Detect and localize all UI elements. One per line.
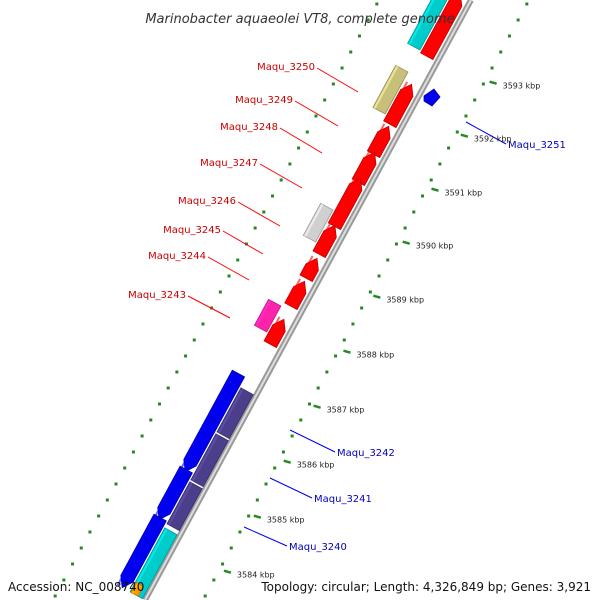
leader-line [279,127,323,154]
reverse-cds-arrow [179,415,221,473]
scale-tick-label: 3586 kbp [297,461,335,470]
genome-backbone [142,0,474,600]
forward-cds-arrow [366,123,391,159]
forward-cds-arrow [327,175,363,231]
gene-label-maqu_3240[interactable]: Maqu_3240 [289,542,347,553]
leader-line [316,67,359,93]
scale-tick-label: 3589 kbp [386,296,424,305]
scale-tick-label: 3585 kbp [267,516,305,525]
leader-line [259,163,303,189]
purple-feature-arrow [216,387,254,440]
scale-tick [223,569,232,574]
gray-feature-arrow [302,202,334,243]
scale-tick-label: 3590 kbp [416,242,454,251]
leader-line [465,121,507,145]
purple-feature-arrow [190,433,229,488]
forward-cds-arrow [351,149,377,187]
leader-line [222,230,264,255]
gene-label-maqu_3246[interactable]: Maqu_3246 [178,196,236,207]
scale-tick [373,294,381,299]
gene-label-maqu_3250[interactable]: Maqu_3250 [257,62,315,73]
leader-line [289,429,336,453]
cyan-feature-arrow [407,0,448,51]
scale-tick [431,187,439,192]
scale-tick [253,514,262,519]
leader-line [187,295,231,319]
scale-tick-label: 3584 kbp [237,571,275,580]
reverse-cds-arrow [153,465,193,521]
khaki-feature-arrow [372,64,409,115]
gene-label-maqu_3241[interactable]: Maqu_3241 [314,494,372,505]
leader-line [243,526,288,547]
scale-tick [460,133,469,138]
scale-tick [343,349,351,354]
gene-label-maqu_3244[interactable]: Maqu_3244 [148,251,206,262]
purple-feature-arrow [166,481,203,532]
topology-label: Topology: circular; Length: 4,326,849 bp… [261,580,591,594]
scale-tick-label: 3592 kbp [474,135,512,144]
scale-tick-label: 3593 kbp [503,82,541,91]
reverse-cds-arrow [116,513,167,589]
scale-tick [402,240,411,245]
scale-ticks: 3584 kbp 3585 kbp 3586 kbp 3587 kbp 3588 kbp… [223,80,541,580]
gene-features [116,0,463,600]
cyan-feature-arrow [129,527,178,600]
scale-tick [283,459,292,464]
accession-label: Accession: NC_008740 [8,580,145,594]
gene-label-maqu_3242[interactable]: Maqu_3242 [337,448,395,459]
forward-cds-arrow [312,222,337,259]
magenta-feature-arrow [253,298,282,333]
gene-label-maqu_3243[interactable]: Maqu_3243 [128,290,186,301]
scale-tick [313,404,321,409]
scale-tick-label: 3588 kbp [356,351,394,360]
forward-cds-arrow [299,255,319,283]
label-leader-lines [187,67,507,547]
leader-line [269,477,313,499]
forward-cds-arrow [383,81,414,129]
leader-line [237,201,281,227]
forward-cds-arrow [420,0,463,61]
leader-line [294,100,339,127]
scale-tick [489,80,497,85]
gene-label-maqu_3249[interactable]: Maqu_3249 [235,95,293,106]
gene-label-maqu_3248[interactable]: Maqu_3248 [220,122,278,133]
map-title: Marinobacter aquaeolei VT8, complete gen… [145,12,454,27]
gene-label-maqu_3251[interactable]: Maqu_3251 [508,140,566,151]
gene-label-maqu_3247[interactable]: Maqu_3247 [200,158,258,169]
forward-cds-arrow [284,278,307,311]
gene-label-maqu_3245[interactable]: Maqu_3245 [163,225,221,236]
scale-tick-label: 3591 kbp [444,189,482,198]
orange-feature-arrow [130,581,144,597]
scale-tick-label: 3587 kbp [327,406,365,415]
leader-line [207,256,250,281]
reverse-cds-arrow [423,88,441,107]
forward-cds-arrow [263,316,286,349]
gene-labels: Maqu_3250 Maqu_3249 Maqu_3248 Maqu_3247 Maqu… [128,62,566,553]
